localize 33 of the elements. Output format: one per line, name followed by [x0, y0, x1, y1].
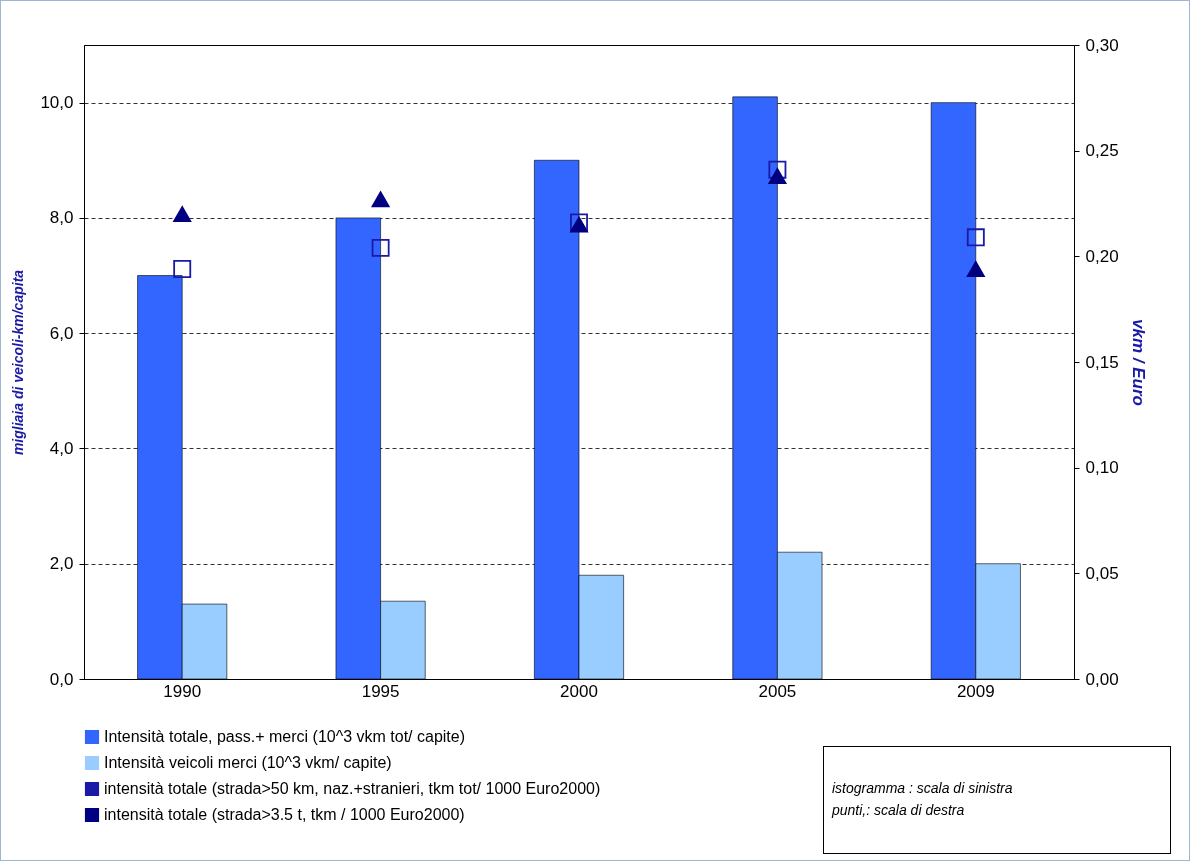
legend-label: Intensità totale, pass.+ merci (10^3 vkm tot/ capite) [104, 728, 465, 745]
point [768, 160, 787, 179]
text: istogramma : scala di sinistra punti,: scala di destra [823, 746, 1171, 854]
x-tick-label: 2005 [758, 681, 797, 701]
point [966, 228, 985, 247]
x-tick-label: 2009 [956, 681, 995, 701]
y-tick-label: 8,0 [49, 208, 74, 228]
y2-axis-title: vkm / Euro [1128, 319, 1148, 406]
legend-label: intensità totale (strada>50 km, naz.+stranieri, tkm tot/ 1000 Euro2000) [104, 780, 601, 797]
point [768, 168, 787, 184]
y-tick-label: 0,0 [49, 669, 74, 689]
y-axis-title: migliaia di veicoli-km/capita [10, 269, 27, 456]
x-tick-label: 1995 [361, 681, 400, 701]
y2-tick-label: 0,10 [1085, 458, 1119, 478]
y-tick-label: 6,0 [49, 323, 74, 343]
y2-tick-label: 0,20 [1085, 246, 1119, 266]
y2-tick-label: 0,05 [1085, 563, 1119, 583]
y2-tick-label: 0,15 [1085, 352, 1119, 372]
point [173, 260, 192, 278]
legend-label: intensità totale (strada>3.5 t, tkm / 1000 Euro2000) [104, 806, 465, 823]
y2-tick-label: 0,00 [1085, 669, 1119, 689]
point [173, 206, 192, 222]
legend-label: Intensità veicoli merci (10^3 vkm/ capite) [104, 754, 392, 771]
y2-tick-label: 0,30 [1085, 35, 1119, 55]
point [966, 261, 985, 277]
y-tick-label: 2,0 [49, 554, 74, 574]
x-tick-label: 1990 [163, 681, 202, 701]
x-tick-label: 2000 [560, 681, 598, 701]
point [371, 238, 390, 257]
point [371, 191, 390, 208]
y-tick-label: 4,0 [49, 438, 74, 458]
y2-tick-label: 0,25 [1085, 141, 1119, 161]
y-tick-label: 10,0 [40, 93, 74, 113]
